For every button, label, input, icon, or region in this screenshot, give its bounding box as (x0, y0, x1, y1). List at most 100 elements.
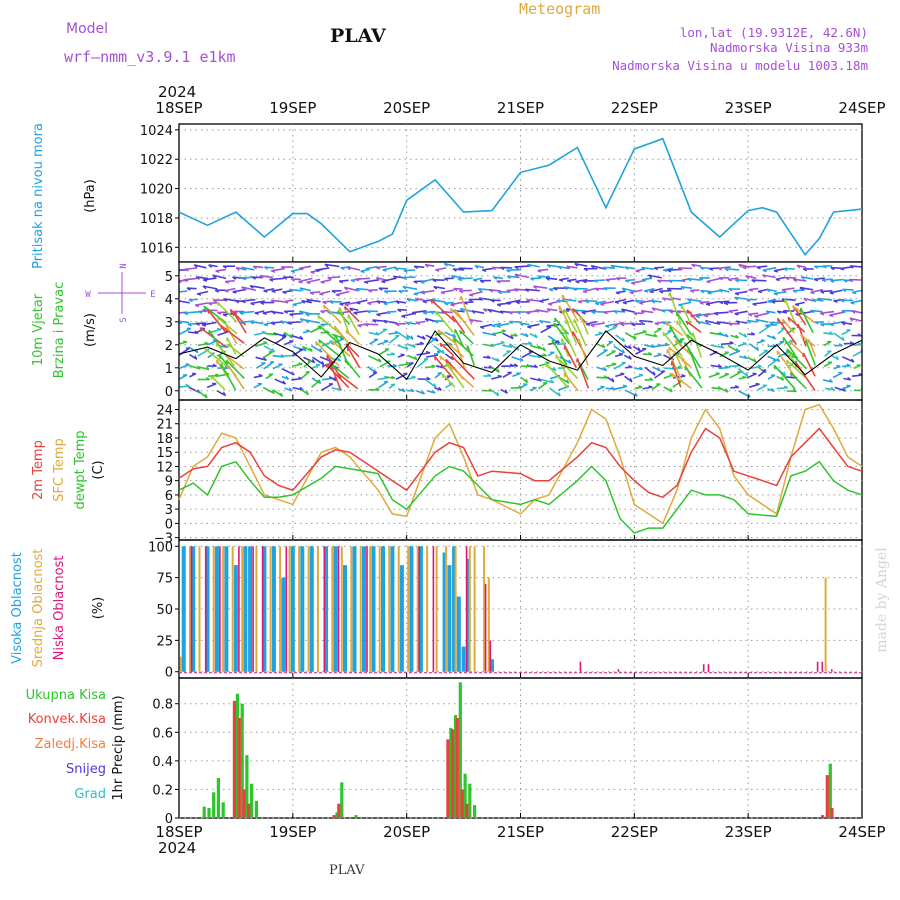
wind-arrow (537, 268, 549, 272)
precip-bar (446, 739, 450, 818)
wind-arrow (507, 275, 520, 279)
wind-arrow-head (420, 281, 425, 284)
wind-arrow (347, 314, 360, 336)
wind-arrow (728, 350, 741, 357)
wind-arrow (621, 308, 636, 313)
wind-arrow-head (364, 323, 369, 327)
wind-arrow (766, 334, 776, 340)
cloud-unit: (%) (91, 597, 106, 620)
wind-arrow (365, 265, 378, 270)
top-date-label: 24SEP (838, 99, 885, 117)
wind-arrow (383, 319, 398, 325)
wind-arrow-head (668, 310, 674, 314)
wind-arrow-head (325, 330, 330, 334)
wind-arrow-head (239, 312, 244, 316)
wind-arrow-head (651, 300, 656, 304)
wind-arrow-head (706, 280, 711, 284)
wind-ytick-label: 3 (165, 316, 173, 331)
wind-arrow-head (691, 332, 694, 337)
wind-arrow (668, 292, 682, 325)
wind-arrow (502, 371, 512, 378)
wind-arrow (183, 277, 198, 281)
cloud-bar (288, 546, 291, 672)
wind-arrow-head (681, 373, 686, 377)
wind-arrow (670, 372, 692, 390)
wind-arrow (241, 286, 256, 292)
wind-arrow (449, 365, 475, 388)
wind-arrow (793, 278, 807, 282)
wind-arrow (576, 357, 590, 389)
wind-arrow-head (405, 361, 410, 365)
wind-arrow-head (452, 268, 457, 272)
wind-arrow (215, 268, 227, 272)
pressure-ytick-label: 1016 (140, 241, 173, 256)
wind-arrow-head (383, 290, 389, 294)
wind-arrow-head (684, 366, 687, 371)
wind-arrow-head (756, 266, 761, 270)
cloud-bar (399, 565, 404, 672)
wind-arrow (710, 344, 725, 349)
wind-arrow-head (338, 280, 344, 284)
wind-arrow (614, 385, 628, 391)
wind-arrow-head (285, 375, 290, 380)
wind-arrow-head (269, 361, 274, 363)
wind-arrow-head (451, 356, 454, 361)
wind-arrow-head (434, 356, 437, 361)
wind-arrow (852, 350, 862, 357)
wind-arrow (680, 304, 692, 325)
model-label: Model (66, 21, 108, 37)
wind-arrow (225, 359, 245, 379)
cloud-bar (369, 546, 372, 672)
wind-arrow (439, 342, 455, 357)
wind-arrow (563, 345, 578, 369)
wind-arrow (440, 289, 455, 294)
wind-arrow (466, 345, 476, 366)
wind-arrow-head (208, 264, 213, 268)
wind-arrow (521, 350, 534, 359)
wind-arrow-head (288, 387, 293, 392)
wind-arrow-head (670, 373, 674, 378)
cloud-bar (617, 669, 620, 672)
wind-arrow (317, 314, 343, 336)
temp-ytick-label: −3 (154, 532, 173, 547)
compass-west: W (85, 290, 91, 300)
wind-arrow (748, 342, 759, 352)
wind-arrow (323, 304, 342, 324)
wind-arrow-head (439, 342, 443, 348)
wind-arrow (754, 312, 769, 317)
wind-arrow-head (414, 355, 418, 360)
wind-arrow-head (432, 279, 437, 283)
wind-arrow-head (216, 327, 222, 330)
wind-arrow (493, 330, 506, 335)
wind-arrow-head (496, 280, 501, 284)
wind-arrow-head (305, 313, 310, 317)
wind-arrow-head (728, 322, 733, 327)
wind-arrow (786, 360, 798, 368)
wind-arrow (757, 369, 767, 377)
wind-arrow (663, 386, 673, 393)
cloud-bar (243, 546, 248, 672)
wind-arrow (347, 346, 361, 369)
wind-arrow (318, 325, 342, 347)
wind-arrow-head (792, 290, 797, 294)
wind-arrow-head (337, 357, 342, 362)
wind-arrow (356, 299, 368, 304)
wind-arrow (204, 347, 228, 367)
wind-arrow (622, 287, 636, 293)
wind-arrow-head (197, 293, 202, 296)
wind-arrow (529, 344, 541, 350)
wind-arrow (292, 301, 303, 306)
temp-unit: (C) (91, 460, 106, 479)
wind-arrow-head (822, 265, 827, 269)
wind-arrow (817, 297, 833, 301)
wind-arrow-head (724, 268, 729, 272)
precip-legend-freezing: Zaledj.Kisa (35, 737, 106, 752)
wind-arrow-head (271, 290, 276, 294)
wind-arrow-head (401, 315, 406, 319)
wind-arrow (728, 364, 741, 368)
wind-arrow-head (857, 342, 862, 346)
wind-arrow (615, 373, 625, 378)
wind-arrow-head (753, 358, 757, 363)
cloud-bar (707, 664, 710, 672)
wind-title: 10m Vjetar (31, 293, 46, 366)
